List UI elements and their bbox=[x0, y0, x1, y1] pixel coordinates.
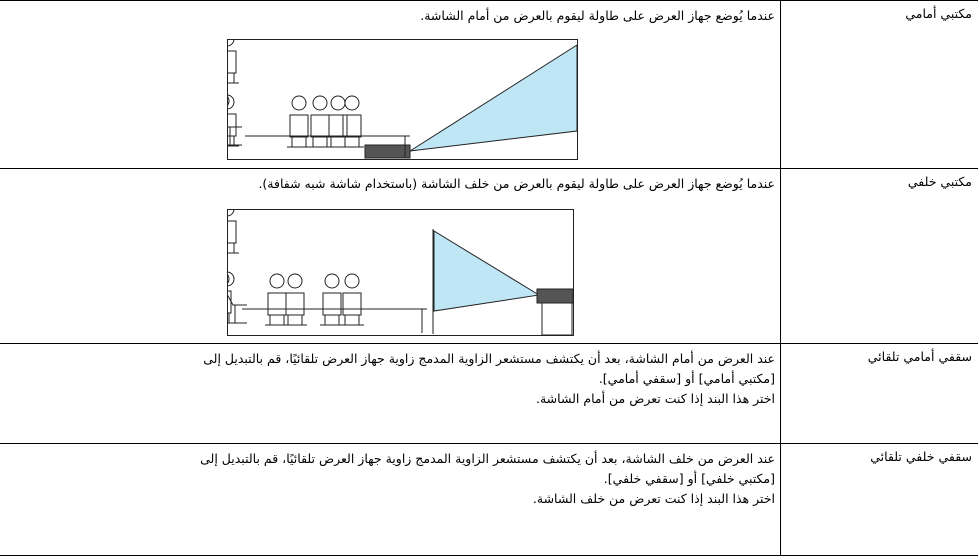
table-row: سقفي خلفي تلقائي عند العرض من خلف الشاشة،… bbox=[0, 443, 978, 556]
row-description: عند العرض من خلف الشاشة، بعد أن يكتشف مس… bbox=[0, 444, 779, 509]
rear-desk-illustration bbox=[227, 209, 574, 336]
table-row: سقفي أمامي تلقائي عند العرض من أمام الشاش… bbox=[0, 343, 978, 443]
row-description: عندما يُوضع جهاز العرض على طاولة ليقوم ب… bbox=[0, 169, 779, 194]
description-line: عند العرض من أمام الشاشة، بعد أن يكتشف م… bbox=[203, 351, 775, 366]
description-line: عندما يُوضع جهاز العرض على طاولة ليقوم ب… bbox=[420, 8, 775, 23]
front-desk-illustration bbox=[227, 39, 578, 160]
description-line: [مكتبي أمامي] أو [سقفي أمامي]. bbox=[598, 371, 775, 386]
row-description: عندما يُوضع جهاز العرض على طاولة ليقوم ب… bbox=[0, 1, 779, 26]
row-label: سقفي أمامي تلقائي bbox=[780, 344, 978, 443]
description-line: اختر هذا البند إذا كنت تعرض من خلف الشاش… bbox=[532, 491, 775, 506]
description-line: اختر هذا البند إذا كنت تعرض من أمام الشا… bbox=[535, 391, 775, 406]
row-label: مكتبي أمامي bbox=[780, 1, 978, 168]
table-row: مكتبي خلفي عندما يُوضع جهاز العرض على طاو… bbox=[0, 168, 978, 343]
row-label: مكتبي خلفي bbox=[780, 169, 978, 343]
row-description: عند العرض من أمام الشاشة، بعد أن يكتشف م… bbox=[0, 344, 779, 409]
description-line: عند العرض من خلف الشاشة، بعد أن يكتشف مس… bbox=[200, 451, 775, 466]
row-label: سقفي خلفي تلقائي bbox=[780, 444, 978, 555]
description-line: [مكتبي خلفي] أو [سقفي خلفي]. bbox=[603, 471, 775, 486]
table-row: مكتبي أمامي عندما يُوضع جهاز العرض على طا… bbox=[0, 0, 978, 168]
description-line: عندما يُوضع جهاز العرض على طاولة ليقوم ب… bbox=[258, 176, 775, 191]
